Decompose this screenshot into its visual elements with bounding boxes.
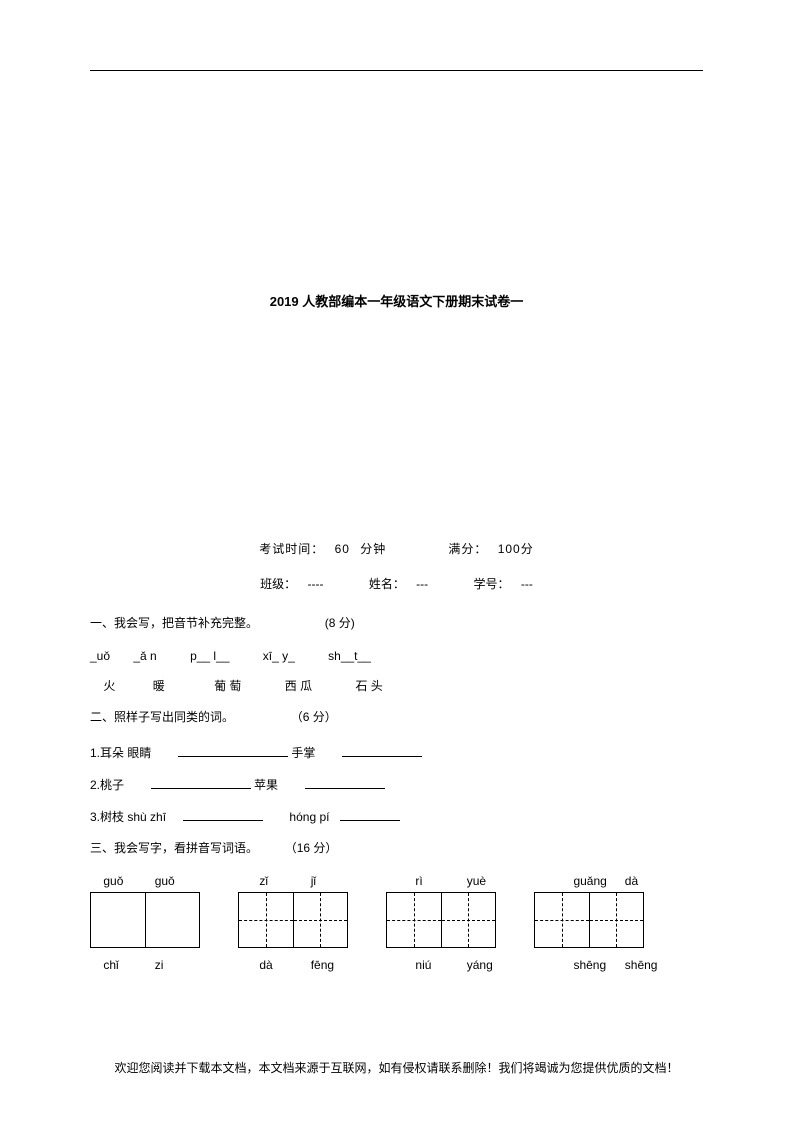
blank: [305, 775, 385, 789]
char-cell: [441, 893, 496, 947]
q1-prompt: 一、我会写，把音节补充完整。 (8 分): [90, 614, 703, 631]
blank: [340, 807, 400, 821]
q2-2-mid: 苹果: [254, 778, 278, 792]
number-label: 学号：: [474, 577, 510, 591]
char-cell: [387, 893, 441, 947]
q1-char-c: 葡 萄: [214, 679, 241, 693]
py: yuè: [467, 874, 525, 888]
q1-pinyin-row: _uǒ _ǎ n p__ l__ xī_ y_ sh__t__: [90, 649, 703, 663]
q1-e: sh__t__: [328, 649, 371, 663]
class-label: 班级：: [260, 577, 296, 591]
q2-text: 二、照样子写出同类的词。: [90, 710, 234, 724]
py: shēnɡ: [573, 958, 621, 972]
q3-pinyin-top: ɡuǒ ɡuǒ zǐ jǐ rì yuè ɡuǎnɡ dà: [90, 874, 703, 888]
blank: [178, 743, 288, 757]
q3-text: 三、我会写字，看拼音写词语。: [90, 841, 258, 855]
top-rule: [90, 70, 703, 71]
py: ɡuǎnɡ: [573, 874, 621, 888]
doc-title: 2019 人教部编本一年级语文下册期末试卷一: [90, 291, 703, 310]
q1-text: 一、我会写，把音节补充完整。: [90, 616, 258, 630]
py: niú: [415, 958, 463, 972]
score-value: 100分: [498, 542, 534, 556]
exam-meta: 考试时间： 60 分钟 满分： 100分: [90, 540, 703, 557]
footer-text: 欢迎您阅读并下载本文档，本文档来源于互联网，如有侵权请联系删除！我们将竭诚为您提…: [0, 1059, 793, 1076]
q1-char-row: 火 暖 葡 萄 西 瓜 石 头: [90, 677, 703, 694]
py: chǐ: [103, 958, 151, 972]
q2-2-label: 2.桃子: [90, 778, 124, 792]
time-value: 60 分钟: [335, 542, 387, 556]
write-box: [386, 892, 496, 948]
q2-item1: 1.耳朵 眼睛 手掌: [90, 743, 703, 761]
dash: ---: [416, 577, 428, 591]
q1-points: (8 分): [325, 616, 355, 630]
q2-item2: 2.桃子 苹果: [90, 775, 703, 793]
time-label: 考试时间：: [259, 542, 324, 556]
py: dà: [259, 958, 307, 972]
char-cell: [535, 893, 589, 947]
q1-char-a: 火: [103, 679, 115, 693]
py: zi: [155, 958, 213, 972]
q2-1-label: 1.耳朵 眼睛: [90, 746, 151, 760]
char-cell: [91, 893, 145, 947]
name-label: 姓名：: [369, 577, 405, 591]
q2-points: （6 分）: [291, 710, 337, 724]
student-info: 班级： ---- 姓名： --- 学号： ---: [90, 575, 703, 592]
write-box: [238, 892, 348, 948]
q1-char-b: 暖: [153, 679, 165, 693]
q2-3-label: 3.树枝 shù zhī: [90, 810, 166, 824]
py: yánɡ: [467, 958, 525, 972]
q2-prompt: 二、照样子写出同类的词。 （6 分）: [90, 708, 703, 725]
blank: [151, 775, 251, 789]
dash: ---: [521, 577, 533, 591]
py: ɡuǒ: [103, 874, 151, 888]
q1-a: _uǒ: [90, 649, 110, 663]
q2-3-mid: hóng pí: [289, 810, 329, 824]
q1-d: xī_ y_: [263, 649, 295, 663]
py: shēnɡ: [625, 958, 673, 972]
py: zǐ: [259, 874, 307, 888]
py: dà: [625, 874, 673, 888]
char-cell: [145, 893, 200, 947]
char-cell: [239, 893, 293, 947]
dash: ----: [307, 577, 323, 591]
q1-c: p__ l__: [190, 649, 229, 663]
q1-char-e: 石 头: [355, 679, 382, 693]
q1-char-d: 西 瓜: [285, 679, 312, 693]
write-boxes-row: [90, 892, 703, 948]
char-cell: [293, 893, 348, 947]
blank: [342, 743, 422, 757]
py: rì: [415, 874, 463, 888]
py: ɡuǒ: [155, 874, 215, 888]
q1-b: _ǎ n: [133, 649, 156, 663]
char-cell: [589, 893, 644, 947]
q2-item3: 3.树枝 shù zhī hóng pí: [90, 807, 703, 825]
q2-1-mid: 手掌: [291, 746, 315, 760]
py: jǐ: [311, 874, 369, 888]
blank: [183, 807, 263, 821]
write-box: [90, 892, 200, 948]
score-label: 满分：: [448, 542, 487, 556]
q3-prompt: 三、我会写字，看拼音写词语。 （16 分）: [90, 839, 703, 856]
q3-pinyin-bot: chǐ zi dà fēnɡ niú yánɡ shēnɡ shēnɡ: [90, 958, 703, 972]
q3-points: （16 分）: [285, 841, 338, 855]
py: fēnɡ: [311, 958, 369, 972]
write-box: [534, 892, 644, 948]
